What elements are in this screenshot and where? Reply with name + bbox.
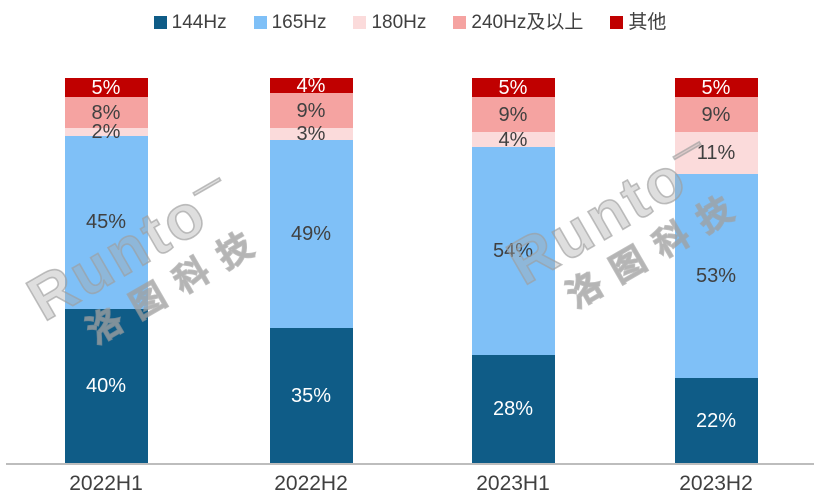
x-axis-line: [6, 463, 814, 465]
segment-240hz及以上-2022h1: 8%: [64, 97, 148, 129]
legend-item-180hz: 180Hz: [353, 13, 426, 32]
segment-其他-2022h2: 4%: [269, 74, 353, 97]
segment-165hz-2023h2: 53%: [674, 174, 758, 379]
segment-value-label: 5%: [701, 76, 731, 99]
bar-2023h1: 5% 9% 4% 54% 28%: [471, 76, 555, 463]
segment-165hz-2022h2: 49%: [269, 139, 353, 329]
legend-swatch-icon: [153, 15, 167, 29]
legend: 144Hz 165Hz 180Hz 240Hz及以上 其他: [0, 9, 820, 35]
legend-label: 180Hz: [371, 11, 427, 33]
legend-item-144hz: 144Hz: [153, 11, 227, 33]
segment-value-label: 35%: [290, 384, 332, 407]
segment-144hz-2022h1: 40%: [64, 308, 148, 463]
legend-swatch-icon: [353, 15, 367, 29]
segment-value-label: 4%: [296, 74, 326, 97]
segment-144hz-2023h1: 28%: [471, 355, 555, 463]
segment-value-label: 8%: [91, 101, 121, 124]
segment-240hz及以上-2023h1: 9%: [471, 97, 555, 132]
bar-2022h2: 4% 9% 3% 49% 35%: [269, 74, 353, 463]
legend-item-165hz: 165Hz: [253, 11, 327, 33]
x-axis-label-2023h2: 2023H2: [679, 472, 753, 495]
segment-value-label: 53%: [695, 265, 737, 288]
segment-value-label: 22%: [695, 409, 737, 432]
segment-144hz-2023h2: 22%: [674, 378, 758, 463]
segment-180hz-2022h2: 3%: [269, 124, 353, 144]
segment-value-label: 9%: [701, 103, 731, 126]
legend-item-240hz及以上: 240Hz及以上: [453, 13, 583, 32]
segment-144hz-2022h2: 35%: [269, 328, 353, 463]
x-axis-labels: 2022H1 2022H2 2023H1 2023H2: [0, 471, 820, 499]
segment-value-label: 5%: [91, 76, 121, 99]
segment-value-label: 9%: [498, 103, 528, 126]
legend-label: 165Hz: [271, 11, 327, 33]
segment-value-label: 45%: [85, 211, 127, 234]
segment-value-label: 49%: [290, 222, 332, 245]
segment-value-label: 3%: [296, 122, 326, 145]
x-axis-label-2022h1: 2022H1: [69, 472, 143, 495]
segment-180hz-2023h2: 11%: [674, 131, 758, 175]
segment-165hz-2022h1: 45%: [64, 135, 148, 309]
segment-其他-2023h2: 5%: [674, 76, 758, 99]
legend-swatch-icon: [253, 15, 267, 29]
segment-180hz-2023h1: 4%: [471, 128, 555, 151]
segment-180hz-2022h1: 2%: [64, 122, 148, 142]
segment-value-label: 54%: [492, 240, 534, 263]
legend-label: 其他: [628, 11, 667, 33]
segment-value-label: 9%: [296, 99, 326, 122]
segment-240hz及以上-2022h2: 9%: [269, 93, 353, 129]
segment-240hz及以上-2023h2: 9%: [674, 97, 758, 132]
segment-value-label: 5%: [498, 76, 528, 99]
segment-value-label: 40%: [85, 374, 127, 397]
legend-label: 144Hz: [171, 11, 227, 33]
legend-swatch-icon: [453, 15, 467, 29]
bar-2022h1: 5% 8% 2% 45% 40%: [64, 76, 148, 463]
segment-其他-2023h1: 5%: [471, 76, 555, 99]
legend-item-其他: 其他: [610, 13, 666, 32]
segment-value-label: 4%: [498, 128, 528, 151]
segment-其他-2022h1: 5%: [64, 76, 148, 99]
x-axis-label-2023h1: 2023H1: [476, 472, 550, 495]
legend-label: 240Hz及以上: [471, 11, 584, 33]
segment-value-label: 28%: [492, 398, 534, 421]
x-axis-label-2022h2: 2022H2: [274, 472, 348, 495]
segment-value-label: 11%: [696, 142, 736, 165]
segment-value-label: 2%: [91, 120, 121, 143]
segment-165hz-2023h1: 54%: [471, 147, 555, 356]
legend-swatch-icon: [610, 15, 624, 29]
plot-area: 5% 8% 2% 45% 40% 4% 9% 3% 49% 35% 5% 9% 4% 54% 28% 5% 9%…: [0, 74, 820, 463]
bar-2023h2: 5% 9% 11% 53% 22%: [674, 76, 758, 463]
